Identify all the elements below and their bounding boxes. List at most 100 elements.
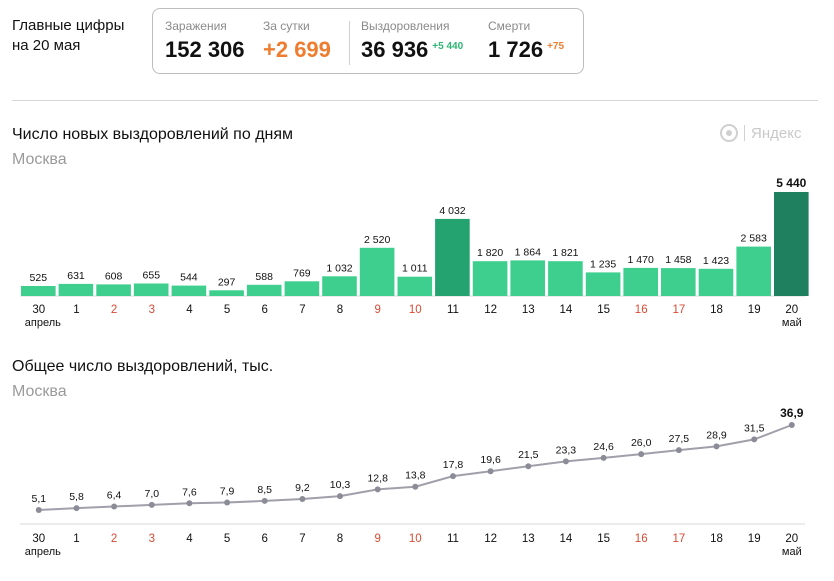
key-stats-panel: Заражения 152 306 За сутки +2 699 Выздор… [152,8,584,74]
x-tick-label: 9 [374,533,380,545]
x-tick-label: 6 [261,533,267,545]
bar-value-label: 608 [105,270,123,282]
x-tick-label: 10 [409,533,422,545]
x-tick-label: 13 [522,533,535,545]
x-tick-label: 30 [32,304,45,316]
x-tick-label: 6 [261,304,267,316]
stat-infected-value: 152 306 [165,37,245,62]
x-month-label-end: май [782,317,802,329]
yandex-target-icon [720,124,738,142]
stat-per-day-label: За сутки [263,19,310,33]
x-tick-label: 2 [111,533,117,545]
bar-value-label: 1 820 [477,247,503,259]
bar [246,284,282,296]
bar [21,286,56,296]
bar-value-label: 525 [30,272,48,284]
stat-deaths-label: Смерти [488,19,531,33]
x-month-label-end: май [782,546,802,558]
bar [322,276,357,296]
stat-deaths-delta: +75 [547,41,565,52]
stat-recovered-value-wrap: 36 936 +5 440 [361,37,463,63]
bar [774,192,809,296]
x-tick-label: 2 [111,304,117,316]
bar [585,272,621,296]
bar-value-label: 5 440 [776,176,806,190]
bar-value-label: 2 583 [741,233,767,245]
line-point [751,436,758,443]
bar [698,268,734,296]
line-point [224,499,231,506]
line-value-label: 12,8 [367,472,388,484]
line-value-label: 28,9 [706,429,727,441]
x-tick-label: 16 [635,304,648,316]
line-point [675,447,682,454]
yandex-logo-text: Яндекс [751,124,802,142]
bar [736,246,771,296]
line-value-label: 9,2 [295,482,310,494]
line-point [450,473,456,480]
bar [661,268,696,296]
page-title: Главные цифры на 20 мая [12,16,124,56]
section-divider [12,100,818,101]
bar [284,281,320,296]
stat-infected-label: Заражения [165,19,227,33]
bar [510,260,545,296]
line-point [148,501,155,508]
line-value-label: 10,3 [330,479,351,491]
line-value-label: 27,5 [669,433,690,445]
x-tick-label: 30 [32,533,45,545]
x-tick-label: 15 [597,304,610,316]
line-value-label: 19,6 [480,454,501,466]
bar-value-label: 2 520 [364,234,390,246]
line-point [412,483,419,490]
line-point [261,497,268,504]
bar-value-label: 1 470 [628,254,654,266]
x-tick-label: 17 [673,533,686,545]
line-value-label: 13,8 [405,470,426,482]
bar [623,267,658,296]
line-point [788,422,795,428]
bar-value-label: 631 [67,270,85,282]
line-point [374,486,381,493]
x-tick-label: 14 [560,304,573,316]
line-value-label: 7,0 [144,488,159,500]
bar-value-label: 297 [218,276,236,288]
line-point [713,443,720,450]
bar [359,247,395,296]
x-tick-label: 16 [635,533,648,545]
line-value-label: 17,8 [443,459,464,471]
x-tick-label: 18 [710,533,723,545]
page-title-line1: Главные цифры [12,17,125,34]
line-point [337,493,343,500]
line-point [73,505,80,512]
x-tick-label: 14 [560,533,573,545]
line-chart-subtitle: Москва [12,383,67,400]
bar-chart-title: Число новых выздоровлений по дням [12,126,294,143]
stat-deaths-value-wrap: 1 726 +75 [488,37,564,63]
bar [548,261,583,296]
x-tick-label: 7 [299,533,305,545]
stat-recovered-label: Выздоровления [361,19,450,33]
line-point [186,500,193,507]
x-month-label-start: апрель [25,546,61,558]
stat-recovered-value: 36 936 [361,37,429,62]
bar-value-label: 4 032 [439,205,465,217]
x-tick-label: 4 [186,533,193,545]
yandex-logo: Яндекс [720,124,801,142]
x-tick-label: 4 [186,304,193,316]
bar-value-label: 1 011 [402,263,428,275]
bar-value-label: 1 458 [665,254,691,266]
line-point [638,451,645,458]
bar-value-label: 1 821 [552,247,578,259]
bar-chart-subtitle: Москва [12,151,67,168]
stat-per-day-value: +2 699 [263,37,331,62]
line-value-label: 7,6 [182,486,197,498]
line-value-label: 21,5 [518,449,539,461]
bar [171,285,207,296]
x-tick-label: 12 [484,304,497,316]
x-tick-label: 19 [748,304,761,316]
bar [209,290,244,296]
line-value-label: 36,9 [780,406,804,420]
stat-deaths-value: 1 726 [488,37,544,62]
x-tick-label: 8 [337,304,343,316]
